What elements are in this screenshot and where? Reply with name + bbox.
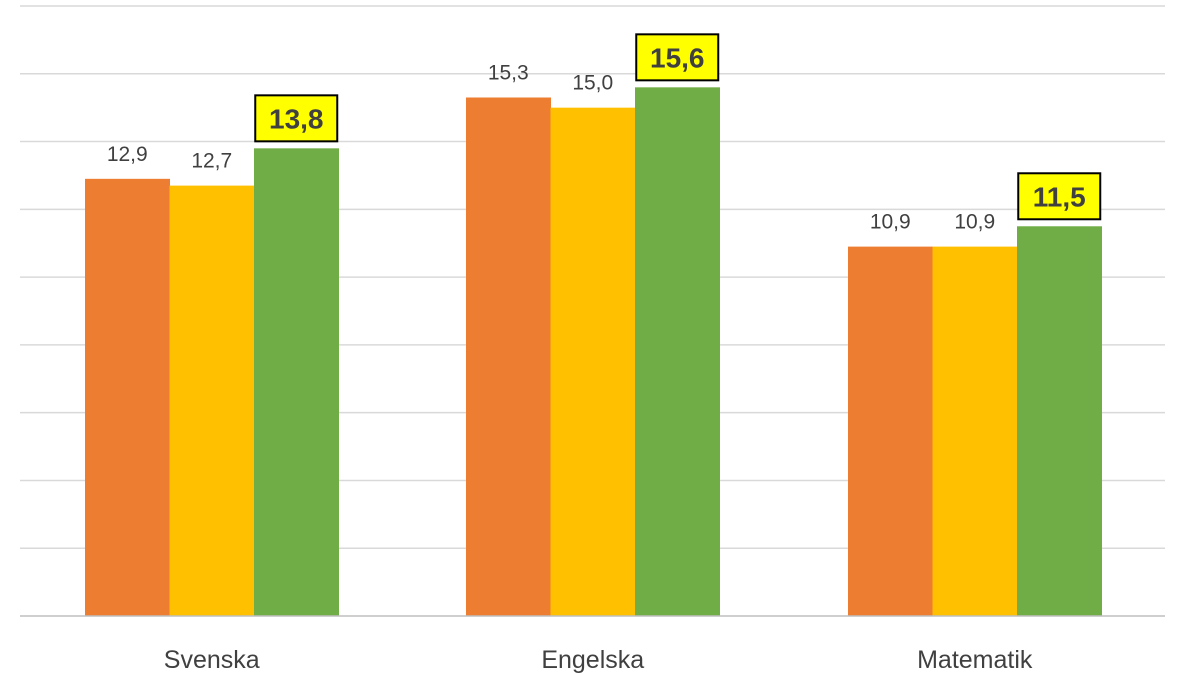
- value-label: 12,9: [107, 143, 148, 166]
- value-label-highlight-box: [1017, 172, 1102, 221]
- bar-engelska-series-1: [466, 97, 551, 616]
- value-label: 11,5: [1033, 181, 1086, 212]
- value-label: 15,0: [572, 72, 613, 95]
- category-label: Svenska: [164, 646, 260, 673]
- bar-matematik-series-2: [932, 246, 1018, 616]
- bar-svenska-series-3: [254, 148, 339, 617]
- bar-engelska-series-2: [550, 107, 636, 617]
- value-label: 12,7: [191, 150, 232, 173]
- category-label: Engelska: [541, 646, 644, 673]
- category-label: Matematik: [917, 646, 1033, 673]
- value-label: 10,9: [954, 211, 995, 234]
- value-label-highlight-box: [635, 33, 720, 82]
- bar-svenska-series-1: [85, 178, 170, 617]
- bar-engelska-series-3: [635, 87, 720, 617]
- bar-matematik-series-3: [1017, 226, 1102, 616]
- bar-matematik-series-1: [848, 246, 933, 616]
- value-label-highlight-box: [254, 94, 339, 143]
- value-label: 10,9: [870, 211, 911, 234]
- value-label: 15,3: [488, 62, 529, 85]
- bars: [85, 87, 1102, 617]
- value-labels: 12,9 15,3 10,9 12,7 15,0 10,9 13,8 15,6 11,5: [107, 33, 1102, 234]
- bar-svenska-series-2: [169, 185, 255, 616]
- value-label: 13,8: [269, 103, 324, 134]
- x-axis: Svenska Engelska Matematik: [20, 615, 1165, 673]
- value-label: 15,6: [650, 42, 705, 73]
